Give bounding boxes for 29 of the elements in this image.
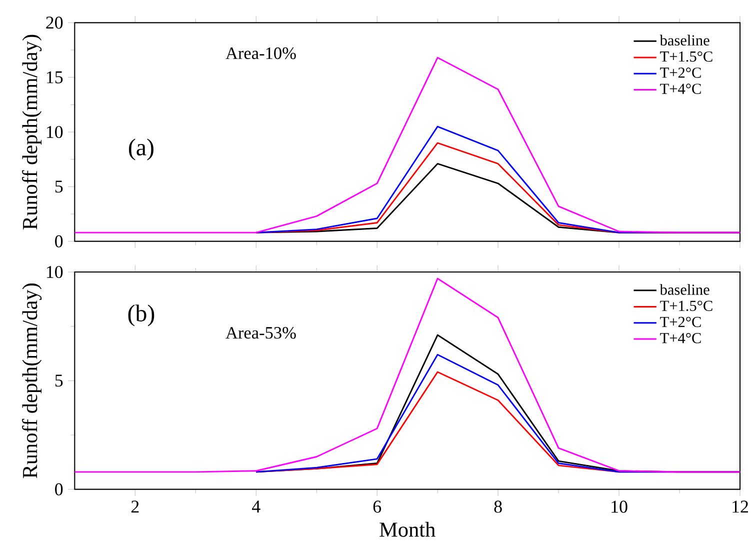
x-axis-title: Month — [380, 522, 436, 537]
y-tick-label: 5 — [55, 180, 63, 193]
y-tick-label: 10 — [46, 266, 63, 278]
legend-label: T+2°C — [660, 316, 701, 328]
legend-label: T+4°C — [660, 84, 701, 94]
x-tick-label: 4 — [252, 500, 260, 512]
legend-label: T+2°C — [660, 68, 701, 78]
y-tick-label: 15 — [46, 71, 63, 84]
legend-label: T+4°C — [660, 332, 701, 344]
legend-label: T+1.5°C — [660, 51, 712, 62]
y-tick-label: 0 — [55, 483, 63, 496]
x-tick-label: 10 — [612, 500, 628, 513]
legend-label: T+1.5°C — [660, 300, 712, 312]
y-tick-label: 20 — [46, 16, 63, 29]
y-tick-label: 0 — [55, 235, 63, 248]
annotation: (b) — [128, 304, 154, 326]
legend-label: baseline — [660, 284, 710, 295]
legend-label: baseline — [660, 34, 710, 46]
y-tick-label: 5 — [55, 374, 63, 387]
y-axis-title: Runoff depth(mm/day) — [22, 284, 42, 478]
y-axis-title: Runoff depth(mm/day) — [22, 34, 42, 230]
x-tick-label: 8 — [494, 500, 502, 513]
x-tick-label: 6 — [373, 500, 382, 513]
annotation: (a) — [128, 138, 154, 160]
x-tick-label: 2 — [131, 500, 139, 513]
annotation: Area-53% — [226, 327, 296, 339]
x-tick-label: 12 — [732, 500, 748, 513]
annotation: Area-10% — [226, 47, 296, 60]
y-tick-label: 10 — [46, 126, 63, 138]
